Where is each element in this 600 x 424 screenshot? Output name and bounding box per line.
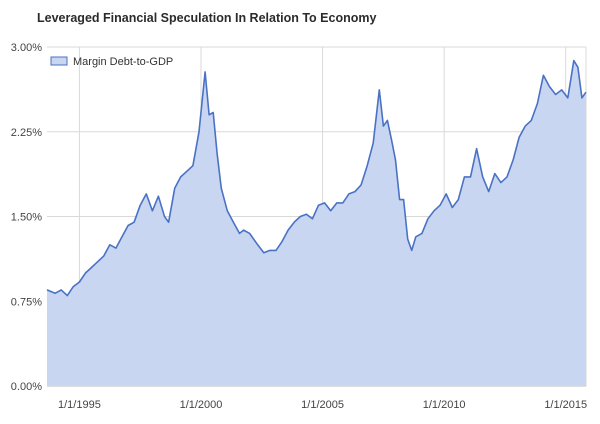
y-tick-label: 0.75%	[11, 296, 42, 308]
series-line	[46, 59, 587, 297]
y-tick-label: 2.25%	[11, 127, 42, 139]
y-tick-label: 3.00%	[11, 42, 42, 54]
x-tick-label: 1/1/2010	[423, 399, 466, 411]
x-tick-label: 1/1/2005	[301, 399, 344, 411]
y-tick-label: 0.00%	[11, 381, 42, 393]
legend-label: Margin Debt-to-GDP	[73, 56, 173, 68]
x-tick-label: 1/1/1995	[58, 399, 101, 411]
y-tick-label: 1.50%	[11, 212, 42, 224]
x-tick-label: 1/1/2015	[544, 399, 587, 411]
chart-title: Leveraged Financial Speculation In Relat…	[37, 11, 377, 25]
x-tick-label: 1/1/2000	[180, 399, 223, 411]
series-area	[47, 60, 586, 386]
legend-swatch	[50, 56, 68, 66]
